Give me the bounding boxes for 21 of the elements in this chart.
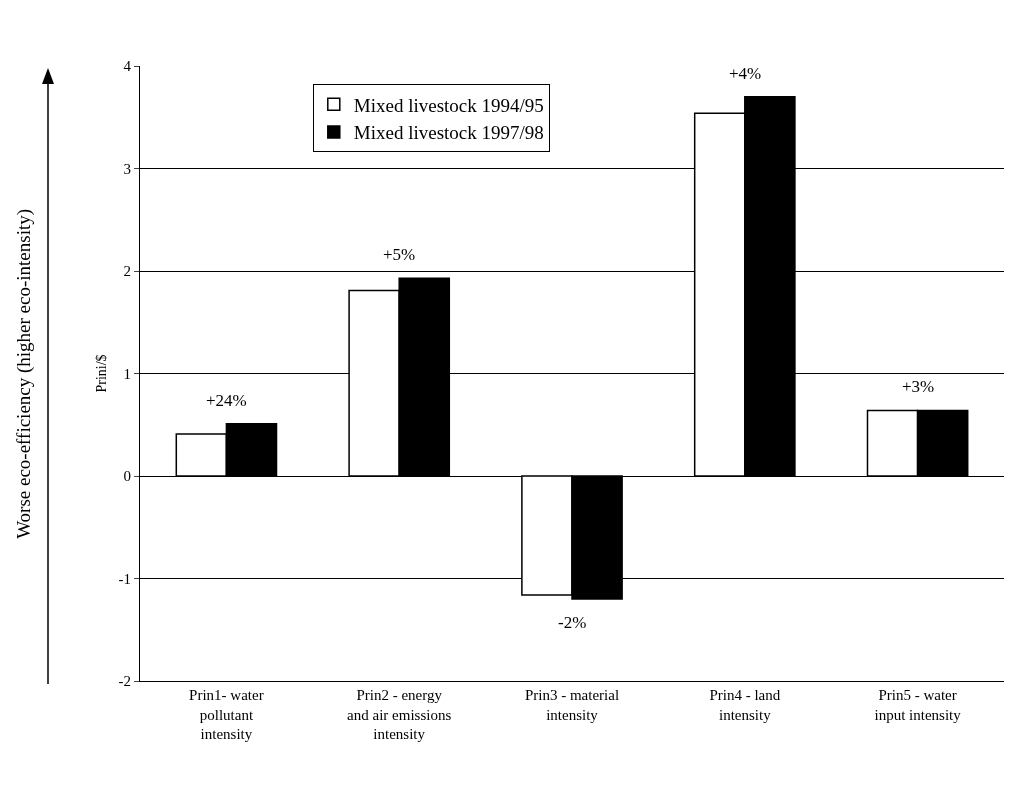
annotation: -2% [558, 613, 587, 632]
y-tick-label: 2 [123, 263, 131, 280]
y-tick-label: 4 [123, 58, 132, 75]
y-tick-label: 0 [123, 468, 131, 485]
x-tick-label: Prin5 - water input intensity [874, 687, 962, 723]
text: Worse eco-efficiency (higher eco-intensity) [12, 208, 35, 539]
y-axis-title: Prini/$ [94, 354, 110, 393]
x-tick-label: Prin2 - energy and air emissions intensity [347, 687, 452, 742]
annotation: +3% [902, 377, 935, 396]
y-tick-label: -1 [118, 570, 131, 587]
y-tick-label: 1 [123, 365, 131, 382]
y-tick-label: -2 [118, 673, 131, 690]
x-tick-label: Prin3 - material intensity [524, 687, 620, 723]
annotation: +4% [729, 64, 762, 83]
x-tick-label: Prin4 - land intensity [709, 687, 781, 723]
legend-label: Mixed livestock 1994/95 [353, 94, 544, 116]
legend-label: Mixed livestock 1997/98 [353, 122, 544, 144]
annotation: +24% [206, 391, 247, 410]
x-tick-label: Prin1- water pollutant intensity [189, 687, 264, 742]
y-tick-label: 3 [123, 160, 131, 177]
annotation: +5% [383, 245, 416, 264]
